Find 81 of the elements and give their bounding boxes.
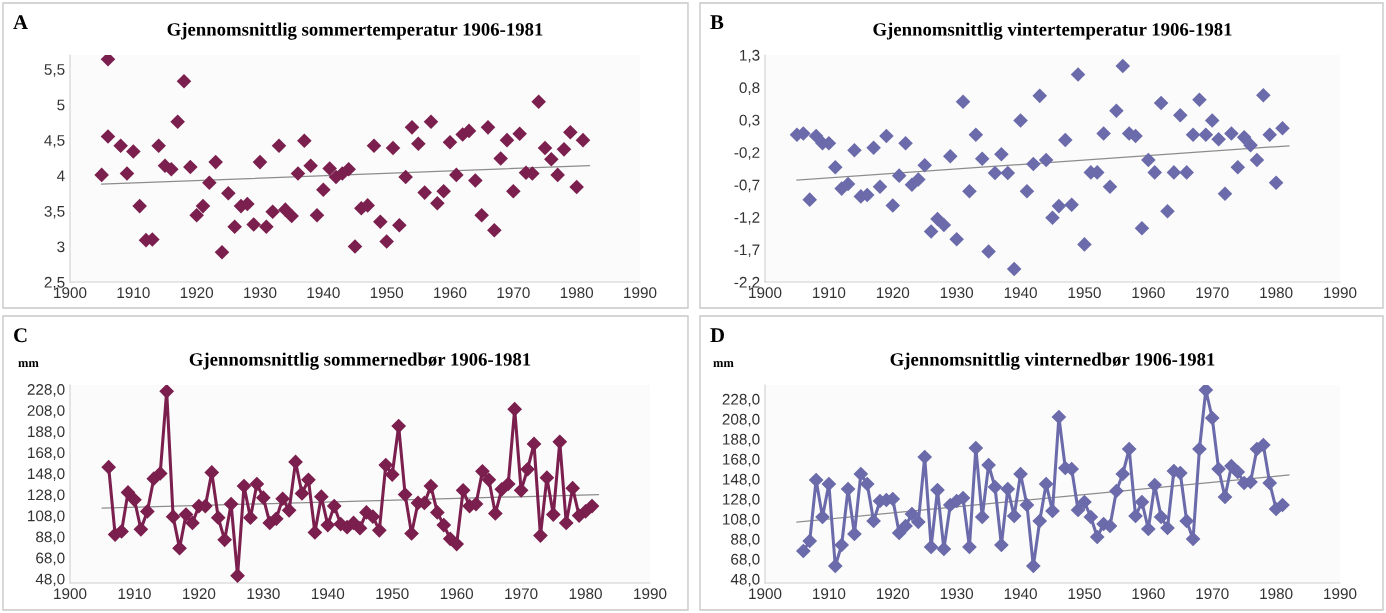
x-tick-label: 1960 (1132, 588, 1165, 600)
x-tick-label: 1920 (180, 287, 214, 299)
chart-title: Gjennomsnittlig vinternedbør 1906-1981 (890, 352, 1215, 370)
x-tick-label: 1980 (1260, 588, 1293, 600)
x-tick-label: 1940 (1004, 588, 1037, 600)
x-tick-label: 1950 (376, 588, 409, 600)
x-tick-label: 1910 (813, 588, 846, 600)
y-tick-label: 108,0 (723, 513, 760, 527)
y-tick-label: 168,0 (723, 453, 760, 467)
y-tick-label: 48,0 (730, 573, 760, 587)
x-tick-label: 1950 (370, 287, 404, 299)
y-tick-label: 3,5 (44, 205, 65, 219)
y-tick-label: 188,0 (723, 433, 760, 447)
y-tick-label: 128,0 (28, 489, 65, 503)
y-tick-label: 88,0 (36, 531, 65, 545)
x-tick-label: 1950 (1068, 588, 1101, 600)
x-tick-label: 1930 (244, 287, 277, 299)
x-tick-label: 1990 (1324, 588, 1357, 600)
y-tick-label: 48,0 (35, 573, 65, 587)
x-tick-label: 1990 (624, 287, 657, 299)
x-tick-label: 1960 (1132, 287, 1165, 299)
chart-title: Gjennomsnittlig vintertemperatur 1906-1981 (873, 22, 1232, 40)
x-tick-label: 1960 (434, 287, 467, 299)
y-tick-label: 68,0 (731, 553, 760, 567)
y-tick-label: 208,0 (722, 413, 760, 427)
x-tick-label: 1970 (497, 287, 530, 299)
y-tick-label: 108,0 (28, 510, 65, 524)
chart-title: Gjennomsnittlig sommernedbør 1906-1981 (189, 352, 531, 370)
text: mm (18, 361, 39, 367)
x-tick-label: 1990 (634, 588, 667, 600)
x-tick-label: 1940 (311, 588, 345, 600)
y-tick-label: 168,0 (28, 447, 65, 460)
x-tick-label: 1910 (813, 287, 846, 299)
y-tick-label: -0,2 (734, 147, 760, 160)
x-tick-label: 1900 (749, 588, 782, 600)
y-tick-label: 5 (57, 99, 65, 111)
chart-title: Gjennomsnittlig sommertemperatur 1906-1981 (167, 22, 543, 40)
y-tick-label: 188,0 (28, 426, 65, 439)
x-tick-label: 1930 (940, 588, 974, 600)
y-tick-label: 208,0 (27, 405, 65, 418)
y-tick-label: 4,5 (44, 135, 65, 148)
y-tick-label: 68,0 (36, 552, 65, 566)
x-tick-label: 1970 (505, 588, 538, 600)
x-tick-label: 1980 (569, 588, 602, 600)
y-tick-label: 4 (56, 170, 65, 182)
text: B (710, 15, 724, 30)
x-tick-label: 1920 (876, 588, 910, 600)
text: mm (713, 361, 734, 367)
x-tick-label: 1970 (1196, 287, 1229, 299)
y-tick-label: -1,7 (734, 244, 760, 258)
x-tick-label: 1960 (440, 588, 474, 600)
x-tick-label: 1900 (54, 588, 87, 600)
x-tick-label: 1990 (1324, 287, 1357, 299)
y-tick-label: 228,0 (722, 393, 760, 407)
x-tick-label: 1920 (876, 287, 910, 299)
text: D (710, 328, 725, 343)
text: C (14, 328, 27, 343)
x-tick-label: 1910 (117, 287, 150, 299)
y-tick-label: 0,3 (739, 114, 760, 128)
y-tick-label: -1,2 (734, 212, 760, 225)
y-tick-label: 3 (57, 241, 65, 253)
text: A (13, 15, 28, 29)
y-tick-label: 228,0 (27, 384, 65, 397)
y-tick-label: 148,0 (28, 468, 65, 481)
x-tick-label: 1940 (307, 287, 340, 299)
y-tick-label: -0,7 (734, 179, 760, 193)
x-tick-label: 1930 (940, 287, 974, 299)
y-tick-label: 1,3 (740, 49, 760, 63)
y-tick-label: 5,5 (44, 64, 65, 77)
x-tick-label: 1950 (1068, 287, 1101, 299)
y-tick-label: 128,0 (723, 493, 760, 507)
y-tick-label: 88,0 (731, 533, 760, 547)
x-tick-label: 1930 (247, 588, 280, 600)
y-tick-label: 0,8 (739, 82, 760, 95)
x-tick-label: 1980 (1260, 287, 1293, 299)
x-tick-label: 1970 (1196, 588, 1229, 600)
x-tick-label: 1980 (560, 287, 594, 299)
x-tick-label: 1920 (183, 588, 216, 600)
x-tick-label: 1910 (118, 588, 151, 600)
x-tick-label: 1940 (1004, 287, 1037, 299)
y-tick-label: 148,0 (723, 473, 760, 487)
